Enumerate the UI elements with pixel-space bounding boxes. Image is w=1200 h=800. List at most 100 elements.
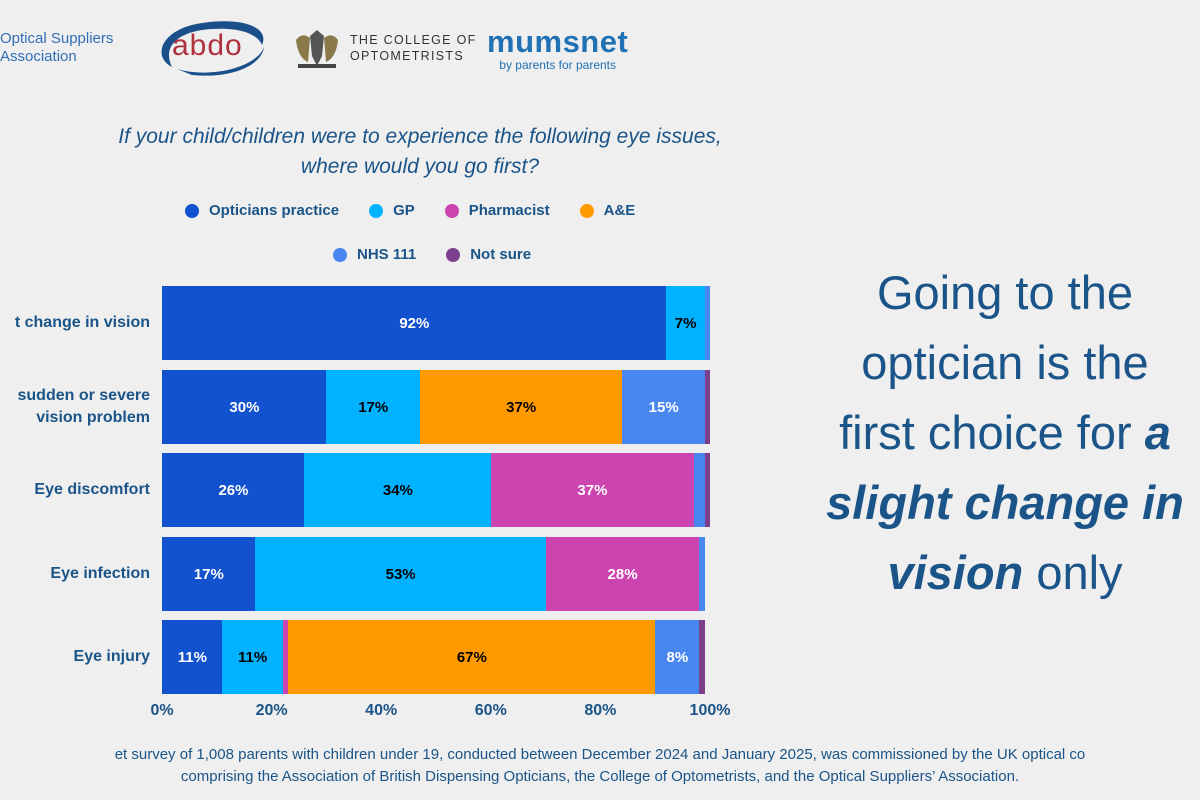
legend-row-1: Opticians practice GP Pharmacist A&E bbox=[185, 202, 635, 219]
bar-segment: 34% bbox=[304, 453, 492, 527]
data-label: 92% bbox=[399, 314, 430, 332]
category-label: t change in vision bbox=[14, 314, 150, 331]
bar-segment bbox=[704, 453, 711, 527]
bar-segment: 37% bbox=[419, 370, 623, 444]
x-tick-label: 80% bbox=[584, 702, 617, 719]
legend-label: NHS 111 bbox=[357, 246, 417, 263]
data-label: 17% bbox=[358, 398, 389, 416]
headline-line: first choice for a bbox=[790, 398, 1200, 468]
legend-item: Opticians practice bbox=[185, 202, 339, 219]
bar-segment: 7% bbox=[666, 286, 706, 360]
data-label: 34% bbox=[382, 481, 413, 499]
chart-title-line-2: where would you go first? bbox=[300, 155, 540, 178]
headline-text: first choice for bbox=[839, 406, 1145, 459]
bar-segment: 53% bbox=[255, 537, 547, 611]
headline-text: only bbox=[1023, 546, 1123, 599]
bar-segment: 26% bbox=[162, 453, 305, 527]
legend-label: GP bbox=[393, 202, 415, 219]
legend-swatch bbox=[333, 247, 347, 262]
data-label: 26% bbox=[218, 481, 249, 499]
headline-line: slight change in bbox=[790, 468, 1200, 538]
legend-row-2: NHS 111 Not sure bbox=[333, 246, 531, 263]
x-tick-label: 0% bbox=[150, 702, 174, 719]
category-label: Eye infection bbox=[50, 565, 150, 582]
data-label: 7% bbox=[674, 314, 697, 332]
legend-swatch bbox=[579, 203, 594, 218]
x-tick-label: 100% bbox=[689, 702, 731, 719]
bar-segment bbox=[699, 537, 705, 611]
legend-item: A&E bbox=[579, 202, 636, 219]
headline-emphasis: a bbox=[1144, 406, 1171, 459]
data-label: 67% bbox=[456, 648, 487, 666]
bar-segment bbox=[693, 453, 705, 527]
bar-segment: 15% bbox=[622, 370, 705, 444]
legend-item: Not sure bbox=[446, 246, 531, 263]
bar-segment bbox=[704, 370, 711, 444]
osa-logo-line-1: Optical Suppliers bbox=[0, 30, 114, 47]
legend-item: Pharmacist bbox=[444, 202, 550, 219]
category-label: Eye discomfort bbox=[34, 481, 150, 498]
bar-segment bbox=[699, 620, 705, 694]
data-label: 17% bbox=[193, 565, 224, 583]
headline-emphasis: vision bbox=[887, 546, 1024, 599]
mumsnet-logo-text: mumsnet bbox=[487, 24, 629, 59]
headline-text: Going to the bbox=[876, 266, 1134, 319]
data-label: 30% bbox=[229, 398, 260, 416]
data-label: 37% bbox=[577, 481, 608, 499]
headline-emphasis: slight change in bbox=[826, 476, 1184, 529]
x-tick-label: 40% bbox=[365, 702, 398, 719]
footer-line-2: comprising the Association of British Di… bbox=[180, 768, 1020, 785]
bar-segment: 11% bbox=[222, 620, 284, 694]
data-label: 8% bbox=[666, 648, 689, 666]
bar-segment: 67% bbox=[288, 620, 656, 694]
bar-segment: 17% bbox=[326, 370, 421, 444]
college-of-optometrists-logo: THE COLLEGE OF OPTOMETRISTS bbox=[292, 26, 477, 70]
legend-swatch bbox=[185, 203, 199, 218]
abdo-swoosh-icon bbox=[161, 21, 264, 76]
bar-segment bbox=[704, 286, 711, 360]
legend-label: Opticians practice bbox=[209, 202, 340, 219]
osa-logo-line-2: Association bbox=[0, 48, 77, 65]
legend-item: GP bbox=[369, 202, 415, 219]
headline-line: vision only bbox=[790, 538, 1200, 608]
data-label: 37% bbox=[506, 398, 537, 416]
bar-segment: 17% bbox=[162, 537, 256, 611]
category-label: Eye injury bbox=[73, 648, 150, 665]
footer-line-1: et survey of 1,008 parents with children… bbox=[114, 746, 1086, 763]
data-label: 15% bbox=[648, 398, 679, 416]
legend-item: NHS 111 bbox=[333, 246, 416, 263]
headline-text: optician is the bbox=[861, 336, 1149, 389]
footer-note: et survey of 1,008 parents with children… bbox=[0, 744, 1200, 788]
x-tick-label: 20% bbox=[255, 702, 288, 719]
legend-label: Not sure bbox=[470, 246, 532, 263]
bar-segment: 11% bbox=[162, 620, 223, 694]
data-label: 28% bbox=[607, 565, 638, 583]
crest-icon bbox=[296, 30, 338, 68]
bar-segment: 28% bbox=[545, 537, 700, 611]
headline-line: optician is the bbox=[790, 328, 1200, 398]
headline-line: Going to the bbox=[790, 258, 1200, 328]
optical-suppliers-association-logo: Optical Suppliers Association bbox=[0, 30, 113, 66]
mumsnet-tagline: by parents for parents bbox=[499, 58, 617, 72]
legend-swatch bbox=[446, 247, 461, 262]
bar-segment: 8% bbox=[655, 620, 700, 694]
x-tick-label: 60% bbox=[474, 702, 507, 719]
data-label: 11% bbox=[177, 648, 207, 666]
legend-swatch bbox=[444, 203, 459, 218]
mumsnet-logo: mumsnet by parents for parents bbox=[487, 24, 629, 73]
bar-segment: 30% bbox=[162, 370, 327, 444]
chart-title: If your child/children were to experienc… bbox=[20, 122, 820, 182]
chart-title-line-1: If your child/children were to experienc… bbox=[118, 125, 722, 148]
abdo-logo: abdo bbox=[152, 17, 270, 77]
college-logo-line-1: THE COLLEGE OF bbox=[350, 33, 477, 47]
college-logo-line-2: OPTOMETRISTS bbox=[350, 49, 464, 63]
abdo-logo-text: abdo bbox=[172, 29, 243, 62]
legend-swatch bbox=[369, 203, 384, 218]
data-label: 11% bbox=[238, 648, 268, 666]
bar-segment bbox=[282, 620, 289, 694]
legend-label: A&E bbox=[603, 202, 636, 219]
legend-label: Pharmacist bbox=[468, 202, 550, 219]
bar-segment: 92% bbox=[162, 286, 667, 360]
headline: Going to the optician is the first choice … bbox=[790, 258, 1200, 608]
category-label: sudden or severe vision problem bbox=[17, 387, 151, 426]
